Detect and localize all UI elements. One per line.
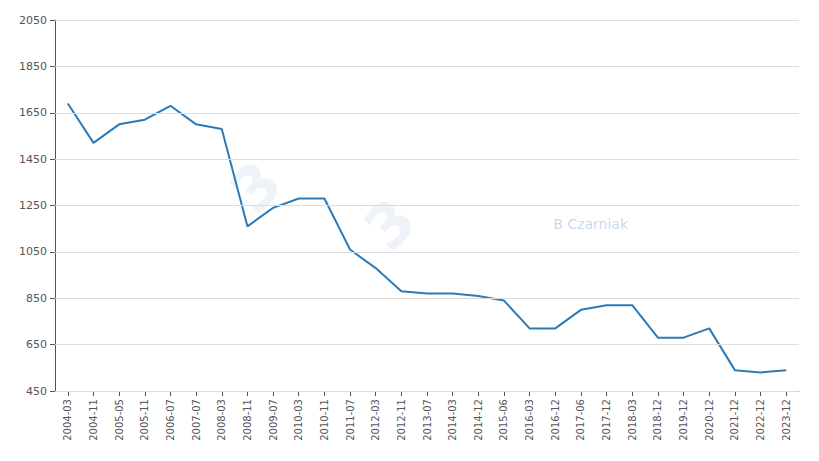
svg-text:2006-07: 2006-07 (165, 399, 176, 441)
svg-text:2005-05: 2005-05 (114, 399, 125, 441)
svg-text:B Czarniak: B Czarniak (553, 216, 629, 232)
svg-text:2011-07: 2011-07 (345, 399, 356, 441)
svg-text:2004-03: 2004-03 (62, 399, 73, 441)
svg-text:2016-12: 2016-12 (550, 399, 561, 441)
svg-text:2008-11: 2008-11 (242, 399, 253, 441)
svg-text:1450: 1450 (19, 153, 47, 166)
svg-text:2023-12: 2023-12 (781, 399, 792, 441)
svg-text:2010-03: 2010-03 (293, 399, 304, 441)
svg-text:2012-11: 2012-11 (396, 399, 407, 441)
svg-text:2018-12: 2018-12 (652, 399, 663, 441)
svg-text:450: 450 (26, 385, 47, 398)
svg-text:1650: 1650 (19, 106, 47, 119)
svg-text:2021-12: 2021-12 (729, 399, 740, 441)
svg-text:2009-07: 2009-07 (268, 399, 279, 441)
svg-text:2017-06: 2017-06 (575, 399, 586, 441)
svg-text:2007-07: 2007-07 (191, 399, 202, 441)
svg-text:2014-03: 2014-03 (447, 399, 458, 441)
svg-text:3: 3 (216, 147, 296, 227)
svg-text:1250: 1250 (19, 199, 47, 212)
svg-text:2017-12: 2017-12 (601, 399, 612, 441)
svg-text:2022-12: 2022-12 (755, 399, 766, 441)
svg-text:2014-12: 2014-12 (473, 399, 484, 441)
svg-text:2050: 2050 (19, 14, 47, 27)
svg-text:2013-07: 2013-07 (422, 399, 433, 441)
svg-text:1850: 1850 (19, 60, 47, 73)
svg-text:2004-11: 2004-11 (88, 399, 99, 441)
svg-text:650: 650 (26, 338, 47, 351)
svg-text:2019-12: 2019-12 (678, 399, 689, 441)
svg-text:2018-03: 2018-03 (627, 399, 638, 441)
svg-text:3: 3 (350, 185, 429, 264)
svg-text:850: 850 (26, 292, 47, 305)
svg-text:2012-03: 2012-03 (370, 399, 381, 441)
svg-text:2008-03: 2008-03 (216, 399, 227, 441)
svg-text:2005-11: 2005-11 (139, 399, 150, 441)
svg-text:2016-03: 2016-03 (524, 399, 535, 441)
svg-text:2010-11: 2010-11 (319, 399, 330, 441)
svg-text:2015-06: 2015-06 (498, 399, 509, 441)
svg-text:1050: 1050 (19, 245, 47, 258)
svg-text:2020-12: 2020-12 (704, 399, 715, 441)
